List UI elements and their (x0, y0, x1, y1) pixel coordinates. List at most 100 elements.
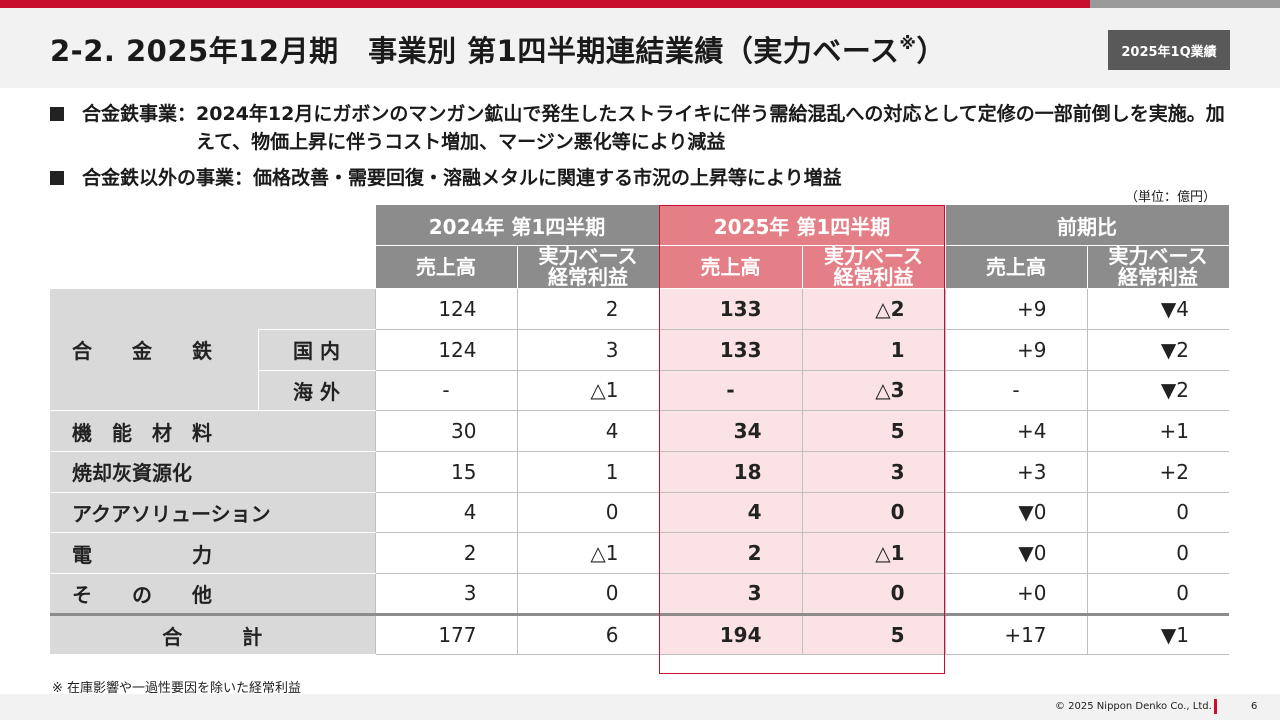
cell-value: △1 (516, 532, 660, 574)
sub-header-profit-text: 実力ベース 経常利益 (1108, 244, 1208, 290)
footer-divider (1214, 699, 1217, 714)
cell-value: 133 (658, 288, 803, 330)
bullet-text: 価格改善・需要回復・溶融メタルに関連する市況の上昇等により増益 (253, 167, 842, 189)
bullet-text: 2024年12月にガボンのマンガン鉱山で発生したストライキに伴う需給混乱への対応… (196, 103, 1225, 153)
header-band (0, 8, 1280, 88)
cell-value: 3 (658, 573, 803, 615)
table-row: 合 金 鉄 124 2 133 △2 +9 ▼4 (50, 288, 1230, 412)
bullet-label: 合金鉄事業： (82, 103, 197, 125)
cell-value: 4 (658, 492, 803, 534)
page-title: 2-2. 2025年12月期 事業別 第1四半期連結業績（実力ベース※） (50, 28, 946, 70)
cell-value: 4 (516, 410, 660, 452)
top-accent-bar-red (0, 0, 1090, 8)
cell-value: 177 (374, 612, 517, 656)
cell-value: 18 (658, 451, 803, 493)
sub-header-profit-text: 実力ベース 経常利益 (824, 244, 924, 290)
table-row: 電 力 2 △1 2 △1 ▼0 0 (50, 532, 1230, 574)
row-label-aqua-solution: アクアソリューション (50, 492, 375, 534)
segment-performance-table: 2024年 第1四半期 2025年 第1四半期 前期比 売上高 実力ベース 経常… (50, 205, 1230, 656)
cell-value: △2 (801, 288, 946, 330)
table-row-total: 合 計 177 6 194 5 +17 ▼1 (50, 612, 1230, 656)
row-label-total: 合 計 (50, 612, 375, 656)
bullet-other-business: 合金鉄以外の事業： 価格改善・需要回復・溶融メタルに関連する市況の上昇等により増… (50, 164, 1240, 192)
cell-value: 133 (658, 329, 803, 371)
top-accent-bar-gray (1090, 0, 1280, 8)
cell-value: +9 (944, 329, 1088, 371)
footer-band (0, 694, 1280, 720)
table-row: そ の 他 3 0 3 0 +0 0 (50, 573, 1230, 615)
row-sublabel-overseas: 海 外 (257, 370, 375, 412)
group-header-yoy: 前期比 (944, 205, 1230, 246)
cell-value: △1 (801, 532, 946, 574)
cell-value: ▼2 (1086, 370, 1230, 412)
cell-value: 0 (516, 573, 660, 615)
cell-value: 0 (1086, 532, 1230, 574)
cell-value: 1 (516, 451, 660, 493)
cell-value: ▼0 (944, 492, 1088, 534)
cell-value: +4 (944, 410, 1088, 452)
cell-value: +2 (1086, 451, 1230, 493)
cell-value: ▼0 (944, 532, 1088, 574)
sub-header-profit: 実力ベース 経常利益 (801, 244, 946, 290)
sub-header-sales: 売上高 (374, 245, 518, 290)
square-bullet-icon (50, 171, 64, 185)
table-row: 焼却灰資源化 15 1 18 3 +3 +2 (50, 451, 1230, 493)
table-row: アクアソリューション 4 0 4 0 ▼0 0 (50, 492, 1230, 534)
cell-value: 6 (516, 612, 660, 656)
cell-value: 0 (801, 573, 946, 615)
copyright: © 2025 Nippon Denko Co., Ltd. (1055, 701, 1212, 712)
square-bullet-icon (50, 107, 64, 121)
cell-value: 2 (516, 288, 660, 330)
cell-value: 124 (374, 288, 517, 330)
page-number: 6 (1251, 701, 1258, 712)
period-badge: 2025年1Q業績 (1108, 30, 1230, 70)
cell-value: 0 (1086, 573, 1230, 615)
cell-value: +3 (944, 451, 1088, 493)
table-row: 海 外 - △1 - △3 - ▼2 (50, 370, 1230, 412)
summary-bullets: 合金鉄事業： 2024年12月にガボンのマンガン鉱山で発生したストライキに伴う需… (50, 100, 1240, 192)
cell-value: +17 (944, 612, 1088, 656)
group-header-2025q1: 2025年 第1四半期 (658, 205, 946, 246)
row-label-others: そ の 他 (50, 573, 375, 615)
cell-value: 2 (374, 532, 517, 574)
bullet-ferroalloy: 合金鉄事業： 2024年12月にガボンのマンガン鉱山で発生したストライキに伴う需… (50, 100, 1240, 156)
page-title-mark: ※ (899, 34, 917, 54)
table-row: 国 内 124 3 133 1 +9 ▼2 (50, 329, 1230, 371)
cell-value: 3 (801, 451, 946, 493)
cell-value: - (374, 370, 517, 412)
row-sublabel-domestic: 国 内 (257, 329, 375, 371)
cell-value: 3 (374, 573, 517, 615)
cell-value: 124 (374, 329, 517, 371)
row-sublabel (258, 288, 375, 330)
cell-value: 2 (658, 532, 803, 574)
sub-header-profit: 実力ベース 経常利益 (516, 244, 660, 290)
page-title-close: ） (916, 34, 946, 68)
cell-value: 3 (516, 329, 660, 371)
cell-value: 0 (516, 492, 660, 534)
sub-header-sales: 売上高 (944, 245, 1088, 290)
header-corner (50, 205, 375, 289)
cell-value: 5 (801, 612, 946, 656)
table-row: 機 能 材 料 30 4 34 5 +4 +1 (50, 410, 1230, 452)
cell-value: 194 (658, 612, 803, 656)
cell-value: +9 (944, 288, 1088, 330)
sub-header-profit-text: 実力ベース 経常利益 (538, 244, 638, 290)
page-title-main: 2-2. 2025年12月期 事業別 第1四半期連結業績（実力ベース (50, 34, 900, 68)
cell-value: +1 (1086, 410, 1230, 452)
unit-label: （単位：億円） (1125, 190, 1217, 205)
sub-header-sales: 売上高 (658, 245, 803, 290)
group-header-row: 2024年 第1四半期 2025年 第1四半期 前期比 (50, 205, 1230, 289)
cell-value: △3 (801, 370, 946, 412)
cell-value: 0 (801, 492, 946, 534)
row-label-ash-recycling: 焼却灰資源化 (50, 451, 375, 493)
row-label-electric-power: 電 力 (50, 532, 375, 574)
bullet-label: 合金鉄以外の事業： (82, 167, 254, 189)
row-label-functional-materials: 機 能 材 料 (50, 410, 375, 452)
cell-value: 0 (1086, 492, 1230, 534)
cell-value: ▼1 (1086, 612, 1230, 656)
cell-value: 34 (658, 410, 803, 452)
cell-value: +0 (944, 573, 1088, 615)
cell-value: 5 (801, 410, 946, 452)
cell-value: ▼2 (1086, 329, 1230, 371)
cell-value: △1 (516, 370, 660, 412)
